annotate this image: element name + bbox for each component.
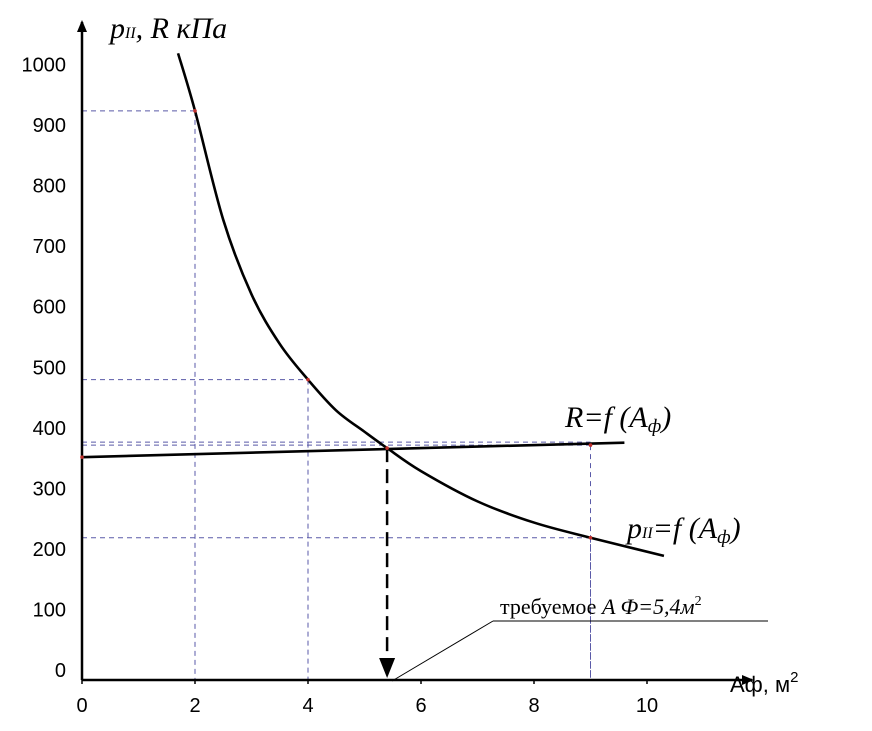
series-label-r: R=f (Aф) [564,401,671,437]
series-layer [81,52,665,558]
x-tick-label: 0 [76,695,87,717]
points-layer [80,109,593,540]
series-line-r [81,441,625,459]
annotation-leader [391,620,494,682]
axes [77,20,754,685]
series-line-p [176,52,665,558]
reference-point [306,377,310,382]
y-tick-label: 300 [33,478,66,500]
x-axis-title: Aф, м2 [730,669,798,697]
y-tick-label: 600 [33,297,66,319]
x-tick-label: 8 [528,695,539,717]
annotation-required-area: требуемое A Ф=5,4м2 [500,594,702,619]
series-label-p: pII=f (Aф) [625,512,741,548]
y-tick-label: 500 [33,357,66,379]
y-tick-label: 800 [33,176,66,198]
y-tick-label: 700 [33,236,66,258]
reference-point [193,109,197,113]
y-tick-label: 1000 [22,55,67,77]
x-tick-label: 6 [415,695,426,717]
y-tick-label: 400 [33,418,66,440]
reference-point [80,455,84,459]
x-tick-label: 4 [302,695,313,717]
reference-point [588,535,593,540]
reference-point [385,446,389,450]
y-tick-label: 0 [55,660,66,682]
x-tick-label: 2 [189,695,200,717]
reference-point [588,443,593,447]
y-tick-label: 900 [33,115,66,137]
y-tick-label: 100 [33,599,66,621]
y-tick-label: 200 [33,539,66,561]
required-area-arrowhead [379,658,396,678]
y-axis-title: pII, R кПа [108,12,227,45]
x-tick-label: 10 [636,695,658,717]
